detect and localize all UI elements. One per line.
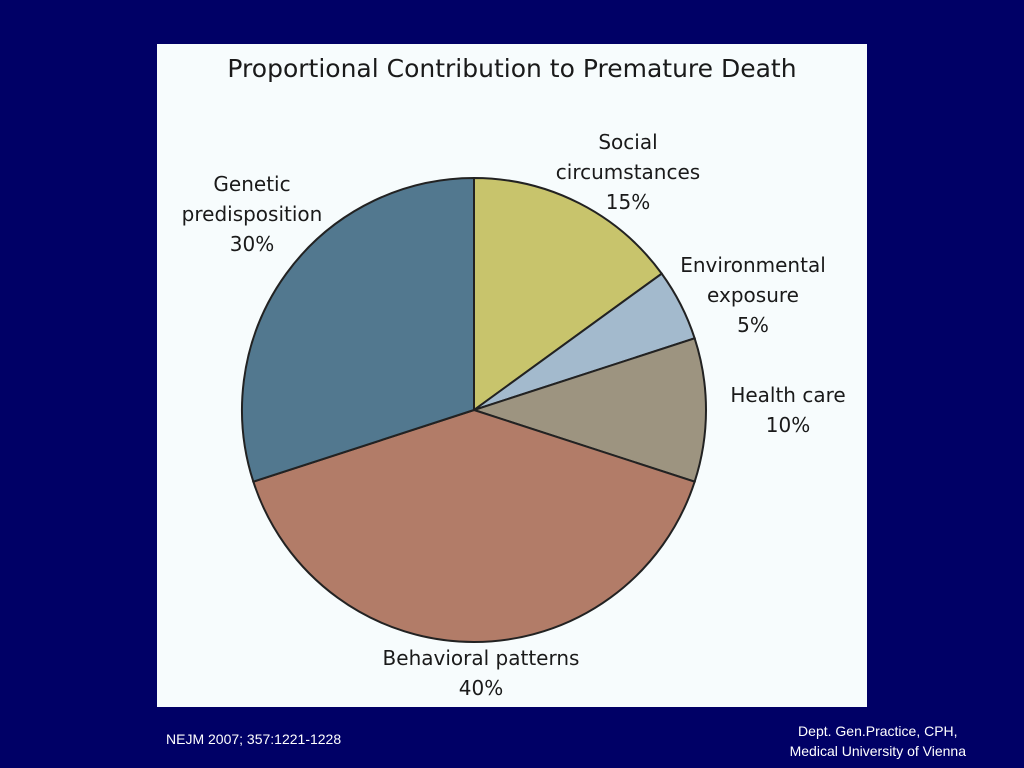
affiliation: Dept. Gen.Practice, CPH, Medical Univers… [790, 721, 966, 761]
slice-name-label: circumstances [556, 160, 700, 184]
chart-panel: Proportional Contribution to Premature D… [157, 44, 867, 707]
slice-name-label: Social [598, 130, 657, 154]
slice-value-label: 10% [766, 413, 810, 437]
pie-slice [473, 176, 664, 412]
slice-name-label: Environmental [680, 253, 826, 277]
affiliation-line-1: Dept. Gen.Practice, CPH, [798, 723, 958, 739]
pie-slice [252, 408, 696, 644]
slice-value-label: 5% [737, 313, 769, 337]
slice-label: Genetic predisposition 30% [182, 172, 323, 256]
slice-name-label: predisposition [182, 202, 323, 226]
pie-slice [470, 337, 708, 483]
affiliation-line-2: Medical University of Vienna [789, 743, 966, 759]
chart-title: Proportional Contribution to Premature D… [227, 54, 797, 83]
slice-label: Health care 10% [730, 383, 845, 437]
slice-value-label: 15% [606, 190, 650, 214]
slice-name-label: Genetic [213, 172, 290, 196]
slice-value-label: 30% [230, 232, 274, 256]
slice-label: Social circumstances 15% [556, 130, 700, 214]
citation: NEJM 2007; 357:1221-1228 [166, 731, 342, 747]
pie-chart: Social circumstances 15% Environmental expos… [182, 130, 846, 700]
slice-label: Behavioral patterns 40% [383, 646, 580, 700]
slice-label: Environmental exposure 5% [680, 253, 826, 337]
slice-name-label: Health care [730, 383, 845, 407]
slice-name-label: Behavioral patterns [383, 646, 580, 670]
slice-value-label: 40% [459, 676, 503, 700]
pie-slice [241, 176, 475, 483]
slice-name-label: exposure [707, 283, 799, 307]
